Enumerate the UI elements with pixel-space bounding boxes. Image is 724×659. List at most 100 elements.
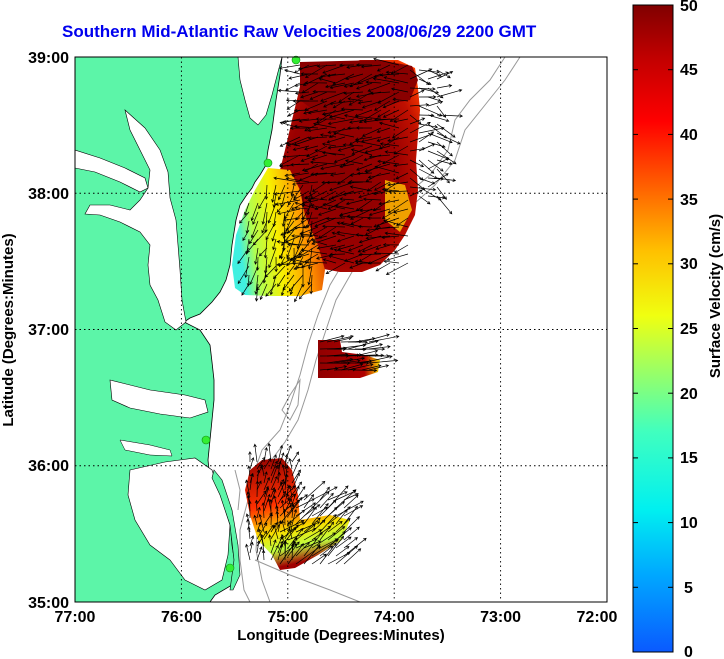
velocity-vector <box>270 487 276 498</box>
velocity-vector <box>418 78 432 86</box>
velocity-vector <box>256 546 263 561</box>
velocity-vector <box>295 505 315 525</box>
velocity-vector <box>290 184 295 197</box>
velocity-vector <box>339 163 355 169</box>
chesapeake-bay <box>84 109 187 331</box>
velocity-vector <box>348 179 373 184</box>
velocity-vector <box>335 489 357 509</box>
velocity-vector <box>336 221 355 228</box>
velocity-vector <box>279 520 305 533</box>
velocity-vector <box>340 359 361 364</box>
velocity-vector <box>269 512 274 526</box>
velocity-vector <box>295 502 316 517</box>
velocity-vector <box>293 108 310 113</box>
velocity-vector <box>427 100 444 107</box>
velocity-vector <box>343 548 362 565</box>
velocity-vector <box>344 114 364 120</box>
velocity-vector <box>273 176 301 183</box>
velocity-vector <box>263 493 271 512</box>
velocity-vector <box>247 465 251 477</box>
velocity-vector <box>299 253 319 266</box>
velocity-vector <box>436 141 453 157</box>
velocity-vector <box>330 172 346 177</box>
velocity-vector <box>374 100 391 111</box>
velocity-vector <box>327 199 346 210</box>
colorbar: 50 45 40 35 30 25 20 15 10 5 0 Surface V… <box>632 0 724 659</box>
velocity-vector <box>287 481 303 501</box>
velocity-vector <box>288 274 304 292</box>
velocity-vector <box>368 364 390 371</box>
velocity-vector <box>377 109 391 118</box>
velocity-vector <box>418 126 445 134</box>
velocity-vector <box>261 502 265 519</box>
albemarle-sound <box>109 379 209 419</box>
velocity-vector <box>289 253 310 261</box>
velocity-field-south <box>245 458 350 570</box>
velocity-vector <box>241 283 250 296</box>
velocity-vector <box>281 211 286 228</box>
velocity-vector <box>379 142 400 147</box>
velocity-vector <box>263 487 270 505</box>
velocity-vector <box>343 494 359 509</box>
velocity-vector <box>303 529 323 541</box>
velocity-vector <box>280 534 286 547</box>
velocity-vector <box>304 118 328 132</box>
colorbar-tick-label: 45 <box>680 62 698 79</box>
velocity-vector <box>319 334 345 343</box>
velocity-vector <box>332 131 355 138</box>
velocity-vector <box>393 145 409 155</box>
y-tick-label: 37:00 <box>28 322 69 339</box>
velocity-vector <box>436 186 447 200</box>
velocity-vector <box>321 224 346 229</box>
velocity-vector <box>436 84 453 89</box>
velocity-vector <box>381 235 400 240</box>
velocity-vector <box>284 453 289 470</box>
velocity-vector <box>291 451 300 463</box>
velocity-vector <box>333 248 355 255</box>
velocity-vector <box>334 204 355 210</box>
velocity-vector <box>325 216 346 221</box>
velocity-vector <box>356 82 373 90</box>
velocity-vector <box>349 185 373 192</box>
velocity-vector <box>356 171 373 176</box>
velocity-vector <box>291 458 301 477</box>
velocity-vector <box>316 244 337 250</box>
velocity-vector <box>321 142 337 147</box>
velocity-vector <box>372 77 400 84</box>
velocity-vector <box>374 226 400 231</box>
velocity-vector <box>350 148 373 156</box>
velocity-vector <box>392 97 409 102</box>
velocity-vector <box>277 481 286 498</box>
velocity-vector <box>250 202 259 222</box>
velocity-vector <box>436 132 461 145</box>
velocity-vector <box>284 498 292 512</box>
velocity-vector <box>286 238 295 259</box>
velocity-vector <box>310 172 328 176</box>
velocity-vector <box>383 259 400 264</box>
velocity-vector <box>373 251 400 255</box>
velocity-vector <box>270 524 280 540</box>
velocity-vector <box>319 521 335 541</box>
velocity-vector <box>368 208 391 217</box>
velocity-vector <box>245 543 251 561</box>
velocity-vector <box>246 274 251 287</box>
velocity-vector <box>427 71 449 80</box>
velocity-vector <box>388 190 409 194</box>
velocity-vector <box>333 154 355 163</box>
velocity-vector <box>340 363 364 371</box>
velocity-vector <box>301 266 305 288</box>
velocity-vector <box>387 136 409 143</box>
velocity-vector <box>354 349 379 357</box>
velocity-vector <box>263 471 268 484</box>
velocity-vector <box>343 516 360 533</box>
velocity-vector <box>275 510 279 526</box>
colorbar-tick-label: 5 <box>684 580 693 597</box>
velocity-vector <box>387 181 409 187</box>
velocity-vector <box>418 105 443 117</box>
velocity-vector <box>256 456 266 470</box>
velocity-vector <box>409 103 430 107</box>
velocity-vector <box>279 121 301 129</box>
velocity-vector <box>375 262 391 272</box>
velocity-vector <box>279 481 286 498</box>
